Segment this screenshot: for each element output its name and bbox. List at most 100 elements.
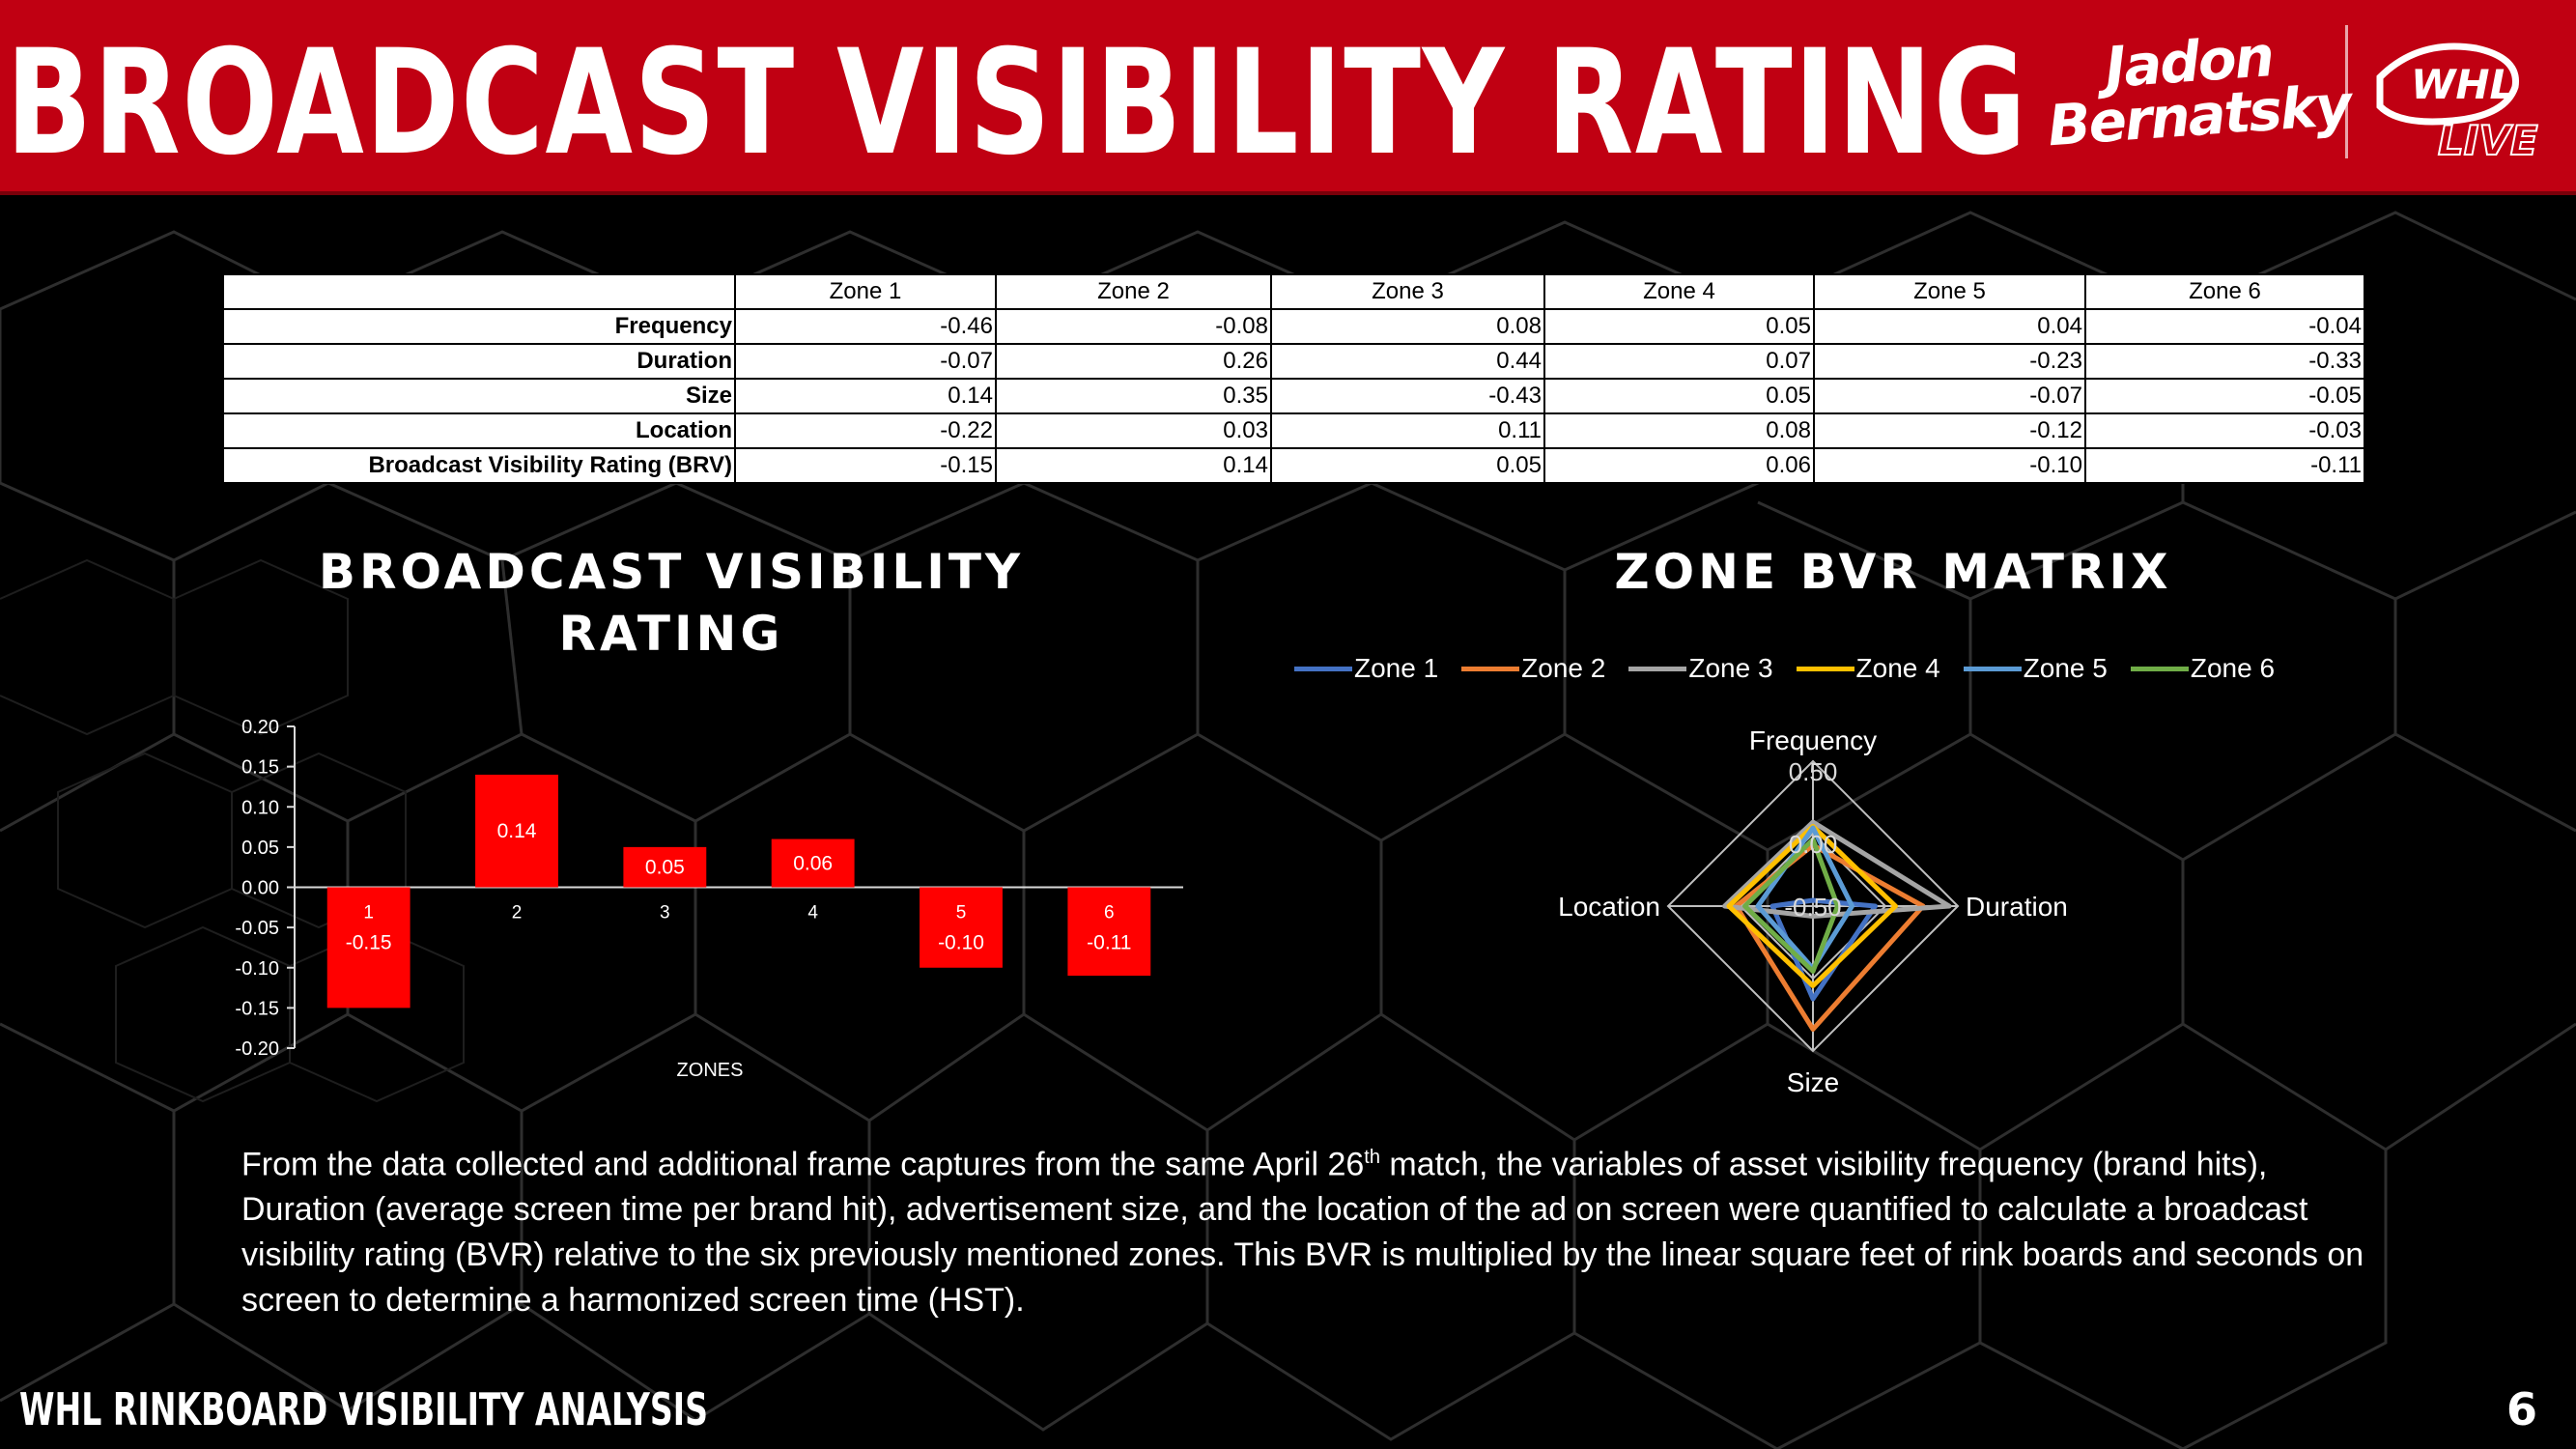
row-label: Duration <box>222 343 736 380</box>
zone-data-table-container: Zone 1 Zone 2 Zone 3 Zone 4 Zone 5 Zone … <box>222 273 2365 484</box>
table-cell: 0.06 <box>1543 447 1815 484</box>
radar-tick-label: -0.50 <box>1784 893 1841 922</box>
table-cell: -0.33 <box>2084 343 2365 380</box>
y-tick-label: -0.15 <box>235 998 279 1019</box>
page-number: 6 <box>2505 1383 2537 1435</box>
table-cell: 0.05 <box>1543 378 1815 414</box>
logo-bernatsky-text: Bernatsky <box>2045 71 2353 159</box>
bar <box>1067 887 1151 977</box>
table-cell: 0.14 <box>734 378 997 414</box>
footer-title: WHL RINKBOARD VISIBILITY ANALYSIS <box>19 1383 708 1435</box>
whl-live-logo: WHL LIVE <box>2376 43 2539 164</box>
y-tick-label: -0.05 <box>235 918 279 939</box>
y-tick-label: 0.20 <box>241 717 279 738</box>
bar-chart-title-line2: RATING <box>558 606 784 662</box>
table-cell: 0.11 <box>1270 412 1545 449</box>
radar-series-line <box>1742 837 1840 974</box>
paragraph-text-part2: match, the variables of asset visibility… <box>241 1146 2364 1320</box>
y-tick-label: 0.15 <box>241 757 279 779</box>
page-title: BROADCAST VISIBILITY RATING <box>6 19 2028 187</box>
table-cell: 0.26 <box>995 343 1272 380</box>
y-tick-label: -0.10 <box>235 958 279 980</box>
table-cell: 0.08 <box>1543 412 1815 449</box>
table-cell: -0.46 <box>734 308 997 345</box>
bar-data-label: -0.10 <box>938 932 984 954</box>
bar <box>475 774 558 888</box>
x-category-label: 3 <box>660 903 670 923</box>
radar-tick-label: 0.50 <box>1789 757 1838 786</box>
logo-live-text: LIVE <box>2438 117 2538 164</box>
table-cell: -0.03 <box>2084 412 2365 449</box>
paragraph-text-part1: From the data collected and additional f… <box>241 1146 1365 1183</box>
y-tick-label: 0.05 <box>241 838 279 859</box>
row-label: Location <box>222 412 736 449</box>
column-header: Zone 6 <box>2084 273 2365 310</box>
bar-chart-title: BROADCAST VISIBILITY RATING <box>290 544 1053 662</box>
table-cell: 0.05 <box>1270 447 1545 484</box>
table-cell: 0.07 <box>1543 343 1815 380</box>
table-row: Frequency -0.46 -0.08 0.08 0.05 0.04 -0.… <box>222 308 2365 345</box>
table-cell: -0.11 <box>2084 447 2365 484</box>
legend-label: Zone 1 <box>1354 653 1439 683</box>
row-label: Size <box>222 378 736 414</box>
description-paragraph: From the data collected and additional f… <box>241 1135 2395 1323</box>
y-tick-label: 0.00 <box>241 878 279 899</box>
table-cell: -0.43 <box>1270 378 1545 414</box>
table-cell: -0.23 <box>1813 343 2086 380</box>
legend-swatch <box>1294 666 1352 671</box>
legend-item: Zone 3 <box>1628 653 1773 684</box>
column-header: Zone 4 <box>1543 273 1815 310</box>
radar-series-line <box>1722 819 1952 919</box>
column-header: Zone 2 <box>995 273 1272 310</box>
row-label: Broadcast Visibility Rating (BRV) <box>222 447 736 484</box>
table-row: Duration -0.07 0.26 0.44 0.07 -0.23 -0.3… <box>222 343 2365 380</box>
table-cell: -0.10 <box>1813 447 2086 484</box>
x-category-label: 1 <box>363 903 374 923</box>
zone-data-table: Zone 1 Zone 2 Zone 3 Zone 4 Zone 5 Zone … <box>222 273 2365 484</box>
table-cell: 0.03 <box>995 412 1272 449</box>
table-cell: -0.05 <box>2084 378 2365 414</box>
radar-axis-label: Duration <box>1966 892 2068 922</box>
table-cell: -0.22 <box>734 412 997 449</box>
radar-chart: Frequency Duration Size Location 0.50 0.00 -0.… <box>1558 725 2068 1097</box>
table-cell: -0.07 <box>734 343 997 380</box>
table-cell: -0.04 <box>2084 308 2365 345</box>
x-category-label: 6 <box>1104 903 1115 923</box>
table-cell: 0.05 <box>1543 308 1815 345</box>
column-header: Zone 1 <box>734 273 997 310</box>
legend-swatch <box>2130 666 2189 671</box>
logo-divider <box>2345 25 2348 158</box>
legend-label: Zone 6 <box>2190 653 2276 683</box>
legend-item: Zone 2 <box>1461 653 1605 684</box>
legend-item: Zone 1 <box>1294 653 1438 684</box>
legend-swatch <box>1963 666 2022 671</box>
radar-axis-label: Location <box>1558 892 1660 922</box>
bar <box>771 838 855 888</box>
y-tick-label: 0.10 <box>241 797 279 818</box>
bar-data-label: -0.11 <box>1087 932 1131 954</box>
table-cell: -0.12 <box>1813 412 2086 449</box>
table-cell: 0.35 <box>995 378 1272 414</box>
legend-label: Zone 2 <box>1521 653 1606 683</box>
legend-label: Zone 3 <box>1688 653 1773 683</box>
header-banner: BROADCAST VISIBILITY RATING Jadon Bernat… <box>0 0 2576 195</box>
bar-data-label: -0.15 <box>346 932 392 954</box>
radar-chart-title: ZONE BVR MATRIX <box>1614 544 2172 600</box>
x-category-label: 4 <box>807 903 818 923</box>
radar-series-line <box>1769 897 1878 1002</box>
bar <box>623 846 707 888</box>
table-row: Location -0.22 0.03 0.11 0.08 -0.12 -0.0… <box>222 412 2365 449</box>
table-cell: 0.14 <box>995 447 1272 484</box>
table-header-row: Zone 1 Zone 2 Zone 3 Zone 4 Zone 5 Zone … <box>222 273 2365 310</box>
bar-chart: 0.20 0.15 0.10 0.05 0.00 -0.05 -0.10 -0.15 -0.20… <box>235 717 1183 1081</box>
table-cell: 0.44 <box>1270 343 1545 380</box>
row-label: Frequency <box>222 308 736 345</box>
bar-data-label: 0.05 <box>645 857 685 879</box>
table-corner-cell <box>222 273 736 310</box>
bar-data-label: 0.06 <box>793 853 833 875</box>
legend-swatch <box>1461 666 1520 671</box>
radar-legend: Zone 1 Zone 2 Zone 3 Zone 4 Zone 5 Zone 6 <box>1294 649 2298 688</box>
header-bottom-border <box>0 191 2576 195</box>
legend-item: Zone 4 <box>1796 653 1940 684</box>
radar-axis-label: Size <box>1787 1067 1839 1097</box>
